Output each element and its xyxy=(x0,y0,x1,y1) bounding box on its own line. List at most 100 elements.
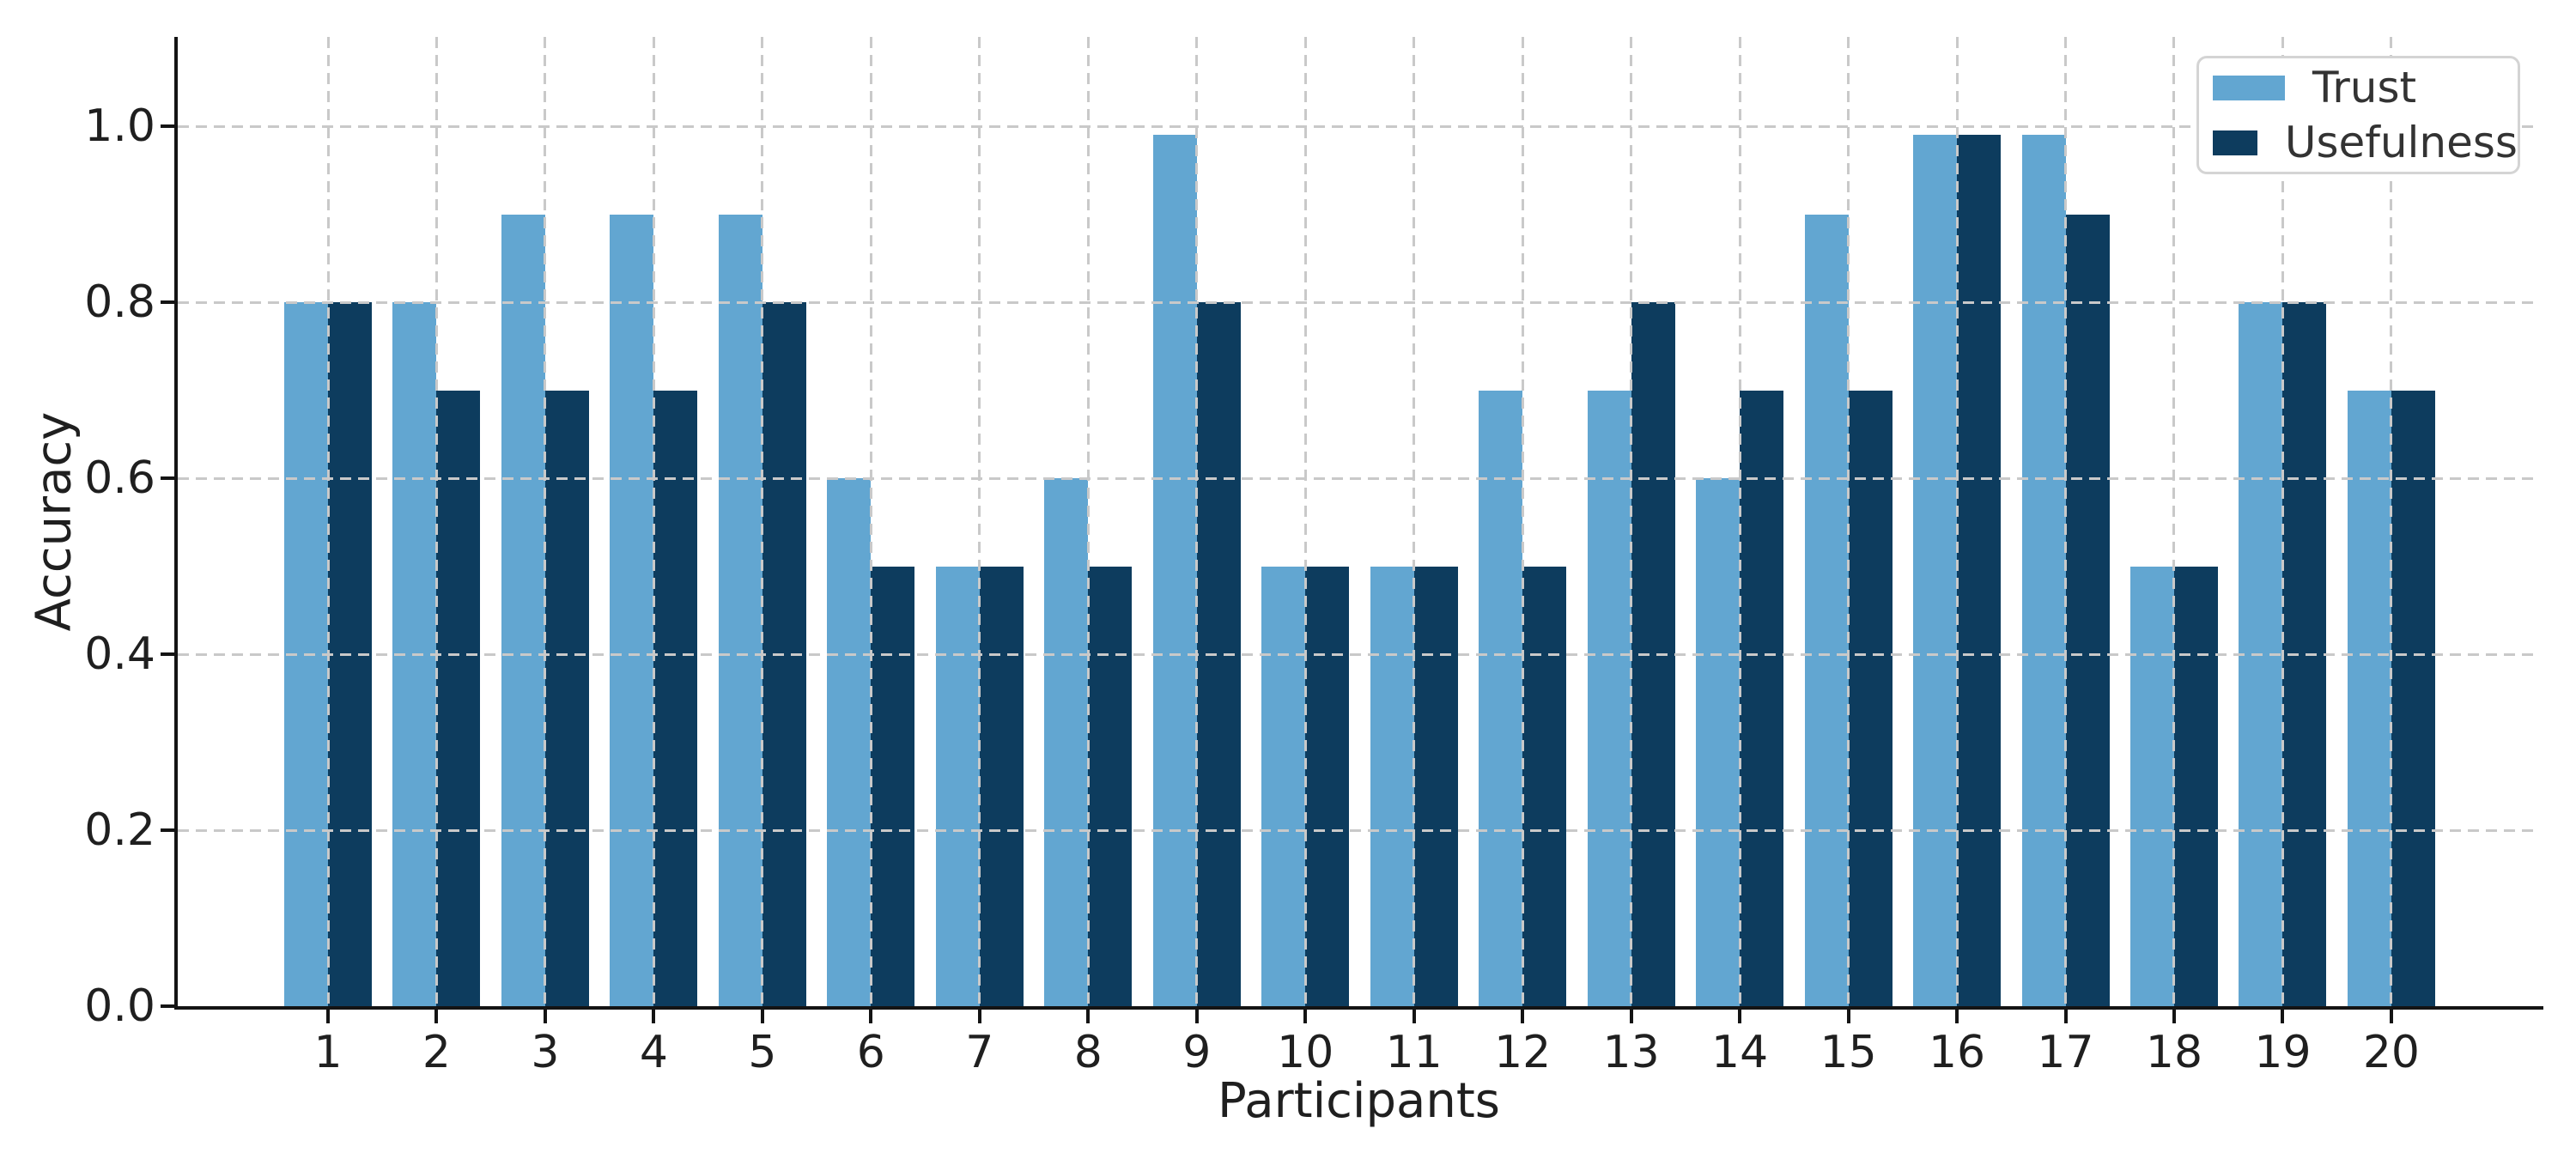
bar-trust-p18 xyxy=(2129,566,2174,1006)
usefulness-color-swatch xyxy=(2213,130,2257,155)
x-tick-label-14: 14 xyxy=(1711,1027,1769,1078)
x-tick-label-2: 2 xyxy=(422,1027,452,1078)
bar-usefulness-p16 xyxy=(1957,135,2002,1006)
legend: Trust Usefulness xyxy=(2196,56,2520,174)
y-tick-mark-1.0 xyxy=(161,124,174,128)
x-tick-label-13: 13 xyxy=(1602,1027,1660,1078)
bar-usefulness-p11 xyxy=(1413,566,1458,1006)
gridline-v-14 xyxy=(1738,37,1741,1006)
x-tick-mark-2 xyxy=(434,1010,439,1023)
legend-label-usefulness: Usefulness xyxy=(2284,118,2518,167)
x-tick-label-5: 5 xyxy=(748,1027,777,1078)
y-tick-label-0.6: 0.6 xyxy=(84,452,155,504)
bar-usefulness-p12 xyxy=(1522,566,1567,1006)
bar-usefulness-p7 xyxy=(979,566,1024,1006)
gridline-h-1.0 xyxy=(178,124,2540,128)
x-tick-mark-15 xyxy=(1846,1010,1850,1023)
x-tick-mark-17 xyxy=(2063,1010,2068,1023)
gridline-v-12 xyxy=(1521,37,1524,1006)
x-tick-mark-7 xyxy=(977,1010,981,1023)
gridline-v-16 xyxy=(1955,37,1959,1006)
y-tick-label-1.0: 1.0 xyxy=(84,100,155,152)
bar-trust-p12 xyxy=(1479,390,1523,1006)
bar-usefulness-p14 xyxy=(1740,390,1784,1006)
bar-trust-p4 xyxy=(610,214,654,1006)
bar-trust-p7 xyxy=(935,566,980,1006)
y-tick-label-0.2: 0.2 xyxy=(84,804,155,856)
x-tick-mark-16 xyxy=(1955,1010,1959,1023)
bar-trust-p9 xyxy=(1152,135,1197,1006)
x-tick-label-4: 4 xyxy=(639,1027,668,1078)
gridline-v-7 xyxy=(978,37,981,1006)
gridline-v-4 xyxy=(652,37,655,1006)
x-tick-label-19: 19 xyxy=(2254,1027,2312,1078)
x-tick-mark-1 xyxy=(326,1010,330,1023)
ticks-layer: 0.0 0.2 0.4 0.6 0.8 1.0 1 2 3 4 5 6 7 8 9 10 11 12 13 14 15 1… xyxy=(84,37,2540,1077)
x-tick-label-18: 18 xyxy=(2145,1027,2203,1078)
y-tick-label-0.0: 0.0 xyxy=(84,980,155,1032)
gridline-h-0.2 xyxy=(178,828,2540,832)
bar-usefulness-p8 xyxy=(1088,566,1133,1006)
y-tick-mark-0.8 xyxy=(161,300,174,304)
gridline-h-0.4 xyxy=(178,652,2540,656)
bar-usefulness-p6 xyxy=(871,566,915,1006)
x-tick-label-1: 1 xyxy=(313,1027,343,1078)
bar-usefulness-p2 xyxy=(436,390,481,1006)
x-tick-label-3: 3 xyxy=(531,1027,560,1078)
bar-usefulness-p3 xyxy=(544,390,589,1006)
x-tick-mark-4 xyxy=(652,1010,656,1023)
gridline-v-11 xyxy=(1413,37,1416,1006)
legend-label-trust: Trust xyxy=(2312,63,2417,112)
x-tick-label-11: 11 xyxy=(1385,1027,1443,1078)
x-tick-label-7: 7 xyxy=(965,1027,994,1078)
x-tick-label-20: 20 xyxy=(2362,1027,2420,1078)
x-tick-label-17: 17 xyxy=(2037,1027,2094,1078)
x-tick-label-15: 15 xyxy=(1820,1027,1877,1078)
gridline-h-0.6 xyxy=(178,476,2540,480)
bar-usefulness-p20 xyxy=(2391,390,2435,1006)
gridline-v-1 xyxy=(326,37,330,1006)
y-tick-label-0.4: 0.4 xyxy=(84,628,155,680)
bar-trust-p8 xyxy=(1044,478,1089,1006)
gridline-v-3 xyxy=(544,37,547,1006)
x-tick-mark-6 xyxy=(869,1010,873,1023)
bar-trust-p13 xyxy=(1587,390,1631,1006)
x-tick-mark-14 xyxy=(1738,1010,1742,1023)
x-axis-spine xyxy=(174,1006,2543,1010)
x-tick-mark-8 xyxy=(1086,1010,1091,1023)
gridline-v-5 xyxy=(761,37,764,1006)
y-tick-label-0.8: 0.8 xyxy=(84,276,155,328)
bar-trust-p11 xyxy=(1370,566,1414,1006)
y-tick-mark-0.6 xyxy=(161,476,174,480)
x-tick-label-6: 6 xyxy=(856,1027,885,1078)
legend-item-usefulness: Usefulness xyxy=(2213,121,2518,164)
bar-usefulness-p4 xyxy=(653,390,698,1006)
gridline-v-15 xyxy=(1847,37,1850,1006)
bar-trust-p6 xyxy=(827,478,872,1006)
bar-trust-p3 xyxy=(501,214,545,1006)
bar-trust-p16 xyxy=(1913,135,1958,1006)
gridline-h-0.8 xyxy=(178,300,2540,304)
bar-trust-p5 xyxy=(718,214,762,1006)
gridline-v-2 xyxy=(434,37,438,1006)
bar-usefulness-p10 xyxy=(1305,566,1350,1006)
gridline-v-17 xyxy=(2064,37,2068,1006)
x-tick-mark-9 xyxy=(1194,1010,1199,1023)
y-tick-mark-0.0 xyxy=(161,1004,174,1008)
y-axis-label: Accuracy xyxy=(26,411,82,632)
x-tick-mark-12 xyxy=(1521,1010,1525,1023)
plot-area: 0.0 0.2 0.4 0.6 0.8 1.0 1 2 3 4 5 6 7 8 9 10 11 12 13 14 15 1… xyxy=(84,37,2543,1077)
x-tick-mark-19 xyxy=(2281,1010,2285,1023)
x-tick-mark-13 xyxy=(1629,1010,1633,1023)
x-tick-label-12: 12 xyxy=(1494,1027,1552,1078)
y-tick-mark-0.4 xyxy=(161,652,174,656)
gridline-v-10 xyxy=(1303,37,1307,1006)
y-axis-label-box: Accuracy xyxy=(24,37,84,1006)
x-tick-mark-18 xyxy=(2172,1010,2176,1023)
bar-trust-p17 xyxy=(2021,135,2066,1006)
y-tick-mark-0.2 xyxy=(161,828,174,832)
bar-trust-p20 xyxy=(2347,390,2391,1006)
x-tick-mark-3 xyxy=(543,1010,547,1023)
gridline-v-18 xyxy=(2172,37,2176,1006)
